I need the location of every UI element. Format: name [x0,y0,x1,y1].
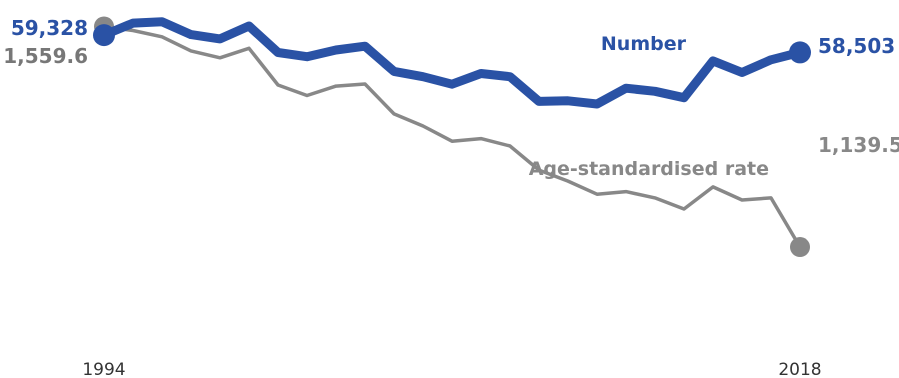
rate-series-layer [94,16,810,258]
number-series-line [99,17,805,109]
rate-series-line [102,24,802,249]
number-end-marker [789,41,811,64]
number-start-marker [93,24,115,47]
number-series-layer [93,17,811,109]
rate-start-value-label: 1,559.6 [3,44,88,68]
rate-series-name-label: Age-standardised rate [529,158,769,180]
x-tick-label-start: 1994 [82,360,125,378]
number-series-name-label: Number [601,33,687,55]
rate-end-value-label: 1,139.5 [818,133,899,157]
number-end-value-label: 58,503 [818,34,895,58]
number-start-value-label: 59,328 [11,16,88,40]
rate-end-marker [790,237,810,258]
x-tick-label-end: 2018 [778,360,821,378]
